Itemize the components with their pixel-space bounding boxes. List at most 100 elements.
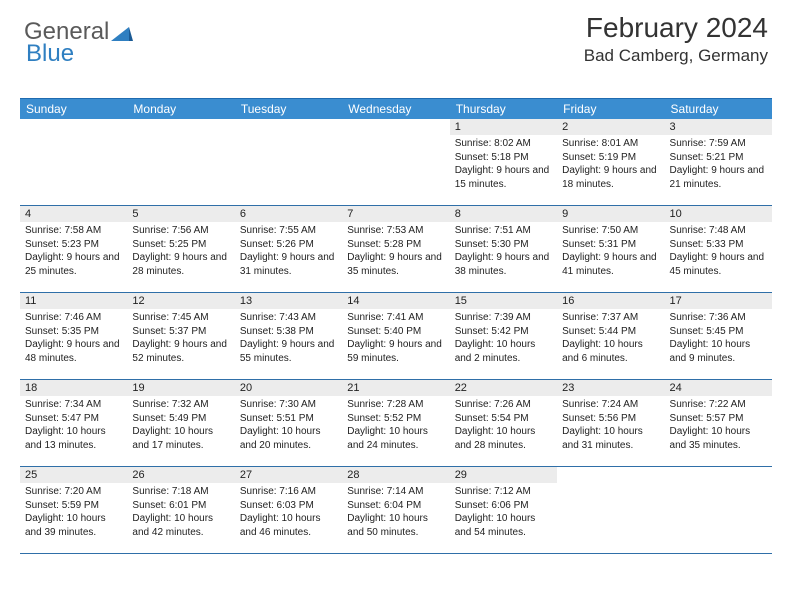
day-number xyxy=(665,467,772,483)
day-cell: 5Sunrise: 7:56 AMSunset: 5:25 PMDaylight… xyxy=(127,206,234,292)
day-info-line: Sunset: 5:31 PM xyxy=(562,238,659,252)
day-info-line: Daylight: 9 hours and 48 minutes. xyxy=(25,338,122,365)
day-info: Sunrise: 7:36 AMSunset: 5:45 PMDaylight:… xyxy=(665,309,772,369)
day-number: 6 xyxy=(235,206,342,222)
day-cell: 6Sunrise: 7:55 AMSunset: 5:26 PMDaylight… xyxy=(235,206,342,292)
day-info: Sunrise: 7:24 AMSunset: 5:56 PMDaylight:… xyxy=(557,396,664,456)
day-info-line: Sunset: 5:30 PM xyxy=(455,238,552,252)
day-cell: 14Sunrise: 7:41 AMSunset: 5:40 PMDayligh… xyxy=(342,293,449,379)
day-info-line: Sunrise: 7:26 AM xyxy=(455,398,552,412)
day-number: 11 xyxy=(20,293,127,309)
day-number: 26 xyxy=(127,467,234,483)
day-cell: 16Sunrise: 7:37 AMSunset: 5:44 PMDayligh… xyxy=(557,293,664,379)
day-info-line: Daylight: 10 hours and 54 minutes. xyxy=(455,512,552,539)
day-cell: 10Sunrise: 7:48 AMSunset: 5:33 PMDayligh… xyxy=(665,206,772,292)
day-info: Sunrise: 7:53 AMSunset: 5:28 PMDaylight:… xyxy=(342,222,449,282)
day-cell: 25Sunrise: 7:20 AMSunset: 5:59 PMDayligh… xyxy=(20,467,127,553)
day-info-line: Sunrise: 7:46 AM xyxy=(25,311,122,325)
day-info-line: Daylight: 9 hours and 52 minutes. xyxy=(132,338,229,365)
day-info-line: Sunset: 5:54 PM xyxy=(455,412,552,426)
day-info-line: Daylight: 9 hours and 21 minutes. xyxy=(670,164,767,191)
day-info-line: Sunrise: 7:24 AM xyxy=(562,398,659,412)
day-info-line: Daylight: 10 hours and 42 minutes. xyxy=(132,512,229,539)
day-info-line: Sunset: 5:59 PM xyxy=(25,499,122,513)
day-info-line: Sunrise: 8:02 AM xyxy=(455,137,552,151)
day-info-line: Daylight: 10 hours and 35 minutes. xyxy=(670,425,767,452)
day-info-line: Daylight: 10 hours and 31 minutes. xyxy=(562,425,659,452)
day-info: Sunrise: 7:22 AMSunset: 5:57 PMDaylight:… xyxy=(665,396,772,456)
day-info: Sunrise: 7:46 AMSunset: 5:35 PMDaylight:… xyxy=(20,309,127,369)
day-number: 10 xyxy=(665,206,772,222)
day-cell: 9Sunrise: 7:50 AMSunset: 5:31 PMDaylight… xyxy=(557,206,664,292)
day-info-line: Sunset: 5:25 PM xyxy=(132,238,229,252)
day-number: 21 xyxy=(342,380,449,396)
day-cell xyxy=(557,467,664,553)
day-info-line: Sunset: 5:19 PM xyxy=(562,151,659,165)
day-header: Wednesday xyxy=(342,99,449,119)
day-header-row: SundayMondayTuesdayWednesdayThursdayFrid… xyxy=(20,99,772,119)
title-block: February 2024 Bad Camberg, Germany xyxy=(584,12,768,66)
day-info-line: Sunset: 5:21 PM xyxy=(670,151,767,165)
day-info: Sunrise: 7:48 AMSunset: 5:33 PMDaylight:… xyxy=(665,222,772,282)
day-info xyxy=(127,135,234,141)
day-info-line: Sunset: 6:06 PM xyxy=(455,499,552,513)
day-cell: 21Sunrise: 7:28 AMSunset: 5:52 PMDayligh… xyxy=(342,380,449,466)
day-cell: 2Sunrise: 8:01 AMSunset: 5:19 PMDaylight… xyxy=(557,119,664,205)
day-cell: 15Sunrise: 7:39 AMSunset: 5:42 PMDayligh… xyxy=(450,293,557,379)
day-info-line: Sunrise: 7:12 AM xyxy=(455,485,552,499)
day-info-line: Sunset: 5:57 PM xyxy=(670,412,767,426)
day-number: 14 xyxy=(342,293,449,309)
day-cell: 8Sunrise: 7:51 AMSunset: 5:30 PMDaylight… xyxy=(450,206,557,292)
day-info: Sunrise: 8:01 AMSunset: 5:19 PMDaylight:… xyxy=(557,135,664,195)
day-number: 5 xyxy=(127,206,234,222)
day-header: Tuesday xyxy=(235,99,342,119)
day-info xyxy=(557,483,664,489)
day-info-line: Daylight: 9 hours and 41 minutes. xyxy=(562,251,659,278)
day-number: 29 xyxy=(450,467,557,483)
day-info-line: Sunset: 5:28 PM xyxy=(347,238,444,252)
day-info: Sunrise: 7:50 AMSunset: 5:31 PMDaylight:… xyxy=(557,222,664,282)
day-cell: 7Sunrise: 7:53 AMSunset: 5:28 PMDaylight… xyxy=(342,206,449,292)
day-cell: 19Sunrise: 7:32 AMSunset: 5:49 PMDayligh… xyxy=(127,380,234,466)
day-number: 8 xyxy=(450,206,557,222)
day-info: Sunrise: 7:41 AMSunset: 5:40 PMDaylight:… xyxy=(342,309,449,369)
day-info-line: Daylight: 10 hours and 6 minutes. xyxy=(562,338,659,365)
day-info-line: Sunset: 5:40 PM xyxy=(347,325,444,339)
day-info: Sunrise: 7:26 AMSunset: 5:54 PMDaylight:… xyxy=(450,396,557,456)
day-info-line: Sunrise: 7:51 AM xyxy=(455,224,552,238)
day-info: Sunrise: 7:20 AMSunset: 5:59 PMDaylight:… xyxy=(20,483,127,543)
logo-triangle-icon xyxy=(111,25,133,41)
day-info-line: Sunset: 5:52 PM xyxy=(347,412,444,426)
day-info-line: Sunset: 5:37 PM xyxy=(132,325,229,339)
day-info-line: Daylight: 10 hours and 2 minutes. xyxy=(455,338,552,365)
day-info-line: Sunset: 5:56 PM xyxy=(562,412,659,426)
day-info-line: Daylight: 10 hours and 39 minutes. xyxy=(25,512,122,539)
day-info: Sunrise: 7:16 AMSunset: 6:03 PMDaylight:… xyxy=(235,483,342,543)
day-info-line: Sunset: 5:47 PM xyxy=(25,412,122,426)
location: Bad Camberg, Germany xyxy=(584,46,768,66)
day-header: Thursday xyxy=(450,99,557,119)
day-info: Sunrise: 7:43 AMSunset: 5:38 PMDaylight:… xyxy=(235,309,342,369)
day-info-line: Sunset: 5:44 PM xyxy=(562,325,659,339)
header: General February 2024 Bad Camberg, Germa… xyxy=(0,0,792,70)
day-info-line: Sunrise: 7:41 AM xyxy=(347,311,444,325)
day-number xyxy=(127,119,234,135)
day-info: Sunrise: 7:28 AMSunset: 5:52 PMDaylight:… xyxy=(342,396,449,456)
day-number xyxy=(557,467,664,483)
day-info: Sunrise: 7:32 AMSunset: 5:49 PMDaylight:… xyxy=(127,396,234,456)
day-info-line: Sunrise: 7:50 AM xyxy=(562,224,659,238)
day-info-line: Sunrise: 7:18 AM xyxy=(132,485,229,499)
day-info-line: Daylight: 9 hours and 45 minutes. xyxy=(670,251,767,278)
day-info-line: Daylight: 9 hours and 35 minutes. xyxy=(347,251,444,278)
day-info-line: Sunset: 5:42 PM xyxy=(455,325,552,339)
day-info-line: Sunrise: 7:45 AM xyxy=(132,311,229,325)
day-info xyxy=(20,135,127,141)
day-cell: 11Sunrise: 7:46 AMSunset: 5:35 PMDayligh… xyxy=(20,293,127,379)
day-header: Saturday xyxy=(665,99,772,119)
day-info-line: Daylight: 9 hours and 18 minutes. xyxy=(562,164,659,191)
day-info-line: Sunrise: 8:01 AM xyxy=(562,137,659,151)
day-info-line: Sunset: 5:18 PM xyxy=(455,151,552,165)
day-info-line: Daylight: 10 hours and 13 minutes. xyxy=(25,425,122,452)
day-info-line: Sunrise: 7:28 AM xyxy=(347,398,444,412)
day-cell: 24Sunrise: 7:22 AMSunset: 5:57 PMDayligh… xyxy=(665,380,772,466)
